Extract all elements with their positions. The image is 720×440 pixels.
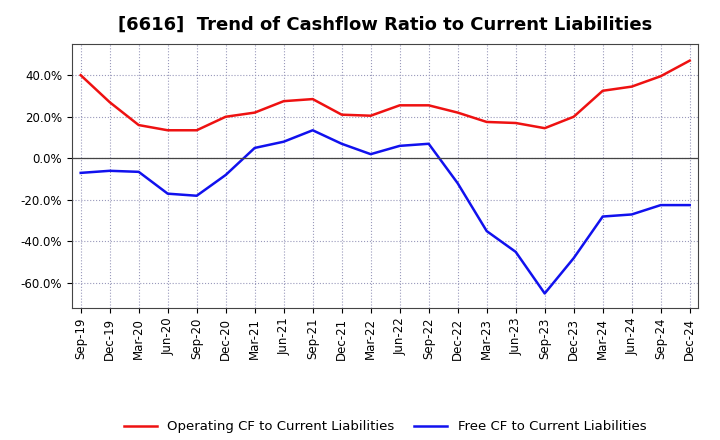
Line: Free CF to Current Liabilities: Free CF to Current Liabilities [81,130,690,293]
Operating CF to Current Liabilities [135,122,143,128]
Operating CF to Current Liabilities [105,99,114,105]
Free CF to Current Liabilities [598,214,607,219]
Free CF to Current Liabilities [627,212,636,217]
Operating CF to Current Liabilities [598,88,607,93]
Free CF to Current Liabilities [424,141,433,147]
Free CF to Current Liabilities [395,143,404,148]
Free CF to Current Liabilities [570,256,578,261]
Operating CF to Current Liabilities [541,125,549,131]
Operating CF to Current Liabilities [395,103,404,108]
Free CF to Current Liabilities [221,172,230,178]
Operating CF to Current Liabilities [251,110,259,115]
Operating CF to Current Liabilities [308,96,317,102]
Operating CF to Current Liabilities [366,113,375,118]
Title: [6616]  Trend of Cashflow Ratio to Current Liabilities: [6616] Trend of Cashflow Ratio to Curren… [118,16,652,34]
Operating CF to Current Liabilities [338,112,346,117]
Free CF to Current Liabilities [454,181,462,186]
Operating CF to Current Liabilities [76,73,85,78]
Free CF to Current Liabilities [135,169,143,175]
Line: Operating CF to Current Liabilities: Operating CF to Current Liabilities [81,61,690,130]
Free CF to Current Liabilities [541,291,549,296]
Operating CF to Current Liabilities [279,99,288,104]
Free CF to Current Liabilities [657,202,665,208]
Free CF to Current Liabilities [192,193,201,198]
Free CF to Current Liabilities [482,228,491,234]
Free CF to Current Liabilities [685,202,694,208]
Free CF to Current Liabilities [279,139,288,144]
Free CF to Current Liabilities [511,249,520,254]
Operating CF to Current Liabilities [454,110,462,115]
Operating CF to Current Liabilities [221,114,230,119]
Operating CF to Current Liabilities [192,128,201,133]
Operating CF to Current Liabilities [424,103,433,108]
Free CF to Current Liabilities [338,141,346,147]
Free CF to Current Liabilities [251,145,259,150]
Free CF to Current Liabilities [105,168,114,173]
Free CF to Current Liabilities [163,191,172,196]
Operating CF to Current Liabilities [511,121,520,126]
Free CF to Current Liabilities [308,128,317,133]
Operating CF to Current Liabilities [163,128,172,133]
Operating CF to Current Liabilities [627,84,636,89]
Free CF to Current Liabilities [366,151,375,157]
Legend: Operating CF to Current Liabilities, Free CF to Current Liabilities: Operating CF to Current Liabilities, Fre… [119,415,652,439]
Operating CF to Current Liabilities [685,58,694,63]
Free CF to Current Liabilities [76,170,85,176]
Operating CF to Current Liabilities [482,119,491,125]
Operating CF to Current Liabilities [570,114,578,119]
Operating CF to Current Liabilities [657,73,665,79]
